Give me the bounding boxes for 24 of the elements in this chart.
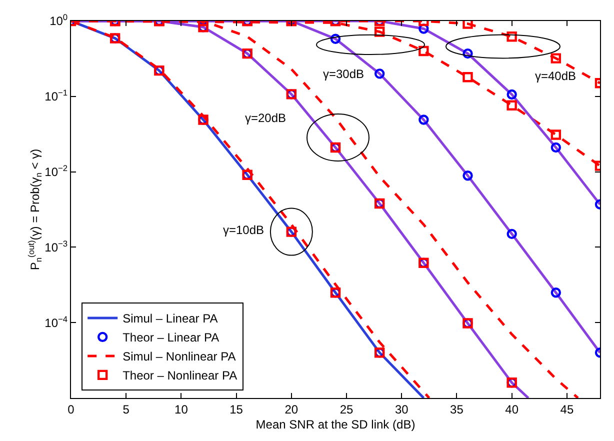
y-tick-label: 10$^{−2}$ <box>44 162 68 179</box>
x-tick-label: 0 <box>68 402 75 416</box>
annotation: γ=30dB <box>323 67 364 81</box>
x-axis-title: Mean SNR at the SD link (dB) <box>256 417 416 432</box>
y-tick-label: 10$^{0}$ <box>50 12 68 28</box>
y-tick-label: 10$^{−3}$ <box>44 238 68 254</box>
annotation: γ=20dB <box>245 111 286 125</box>
legend-label: Simul – Nonlinear PA <box>122 350 236 364</box>
x-tick-label: 5 <box>122 402 130 416</box>
annotation: γ=40dB <box>535 69 576 83</box>
annotation: γ=10dB <box>223 223 264 237</box>
x-tick-label: 15 <box>230 402 244 416</box>
legend-label: Theor – Linear PA <box>122 330 220 345</box>
x-tick-label: 35 <box>450 402 464 416</box>
y-tick-label: 10$^{−1}$ <box>44 88 68 104</box>
y-tick-label: 10$^{−4}$ <box>44 314 68 330</box>
x-tick-label: 20 <box>284 402 298 416</box>
legend-label: Simul – Linear PA <box>122 312 218 326</box>
x-tick-label: 10 <box>174 402 188 416</box>
x-tick-label: 45 <box>560 402 574 416</box>
x-tick-label: 40 <box>505 402 519 416</box>
x-tick-label: 25 <box>340 402 354 416</box>
legend-label: Theor – Nonlinear PA <box>122 368 238 383</box>
x-tick-label: 30 <box>394 402 409 416</box>
